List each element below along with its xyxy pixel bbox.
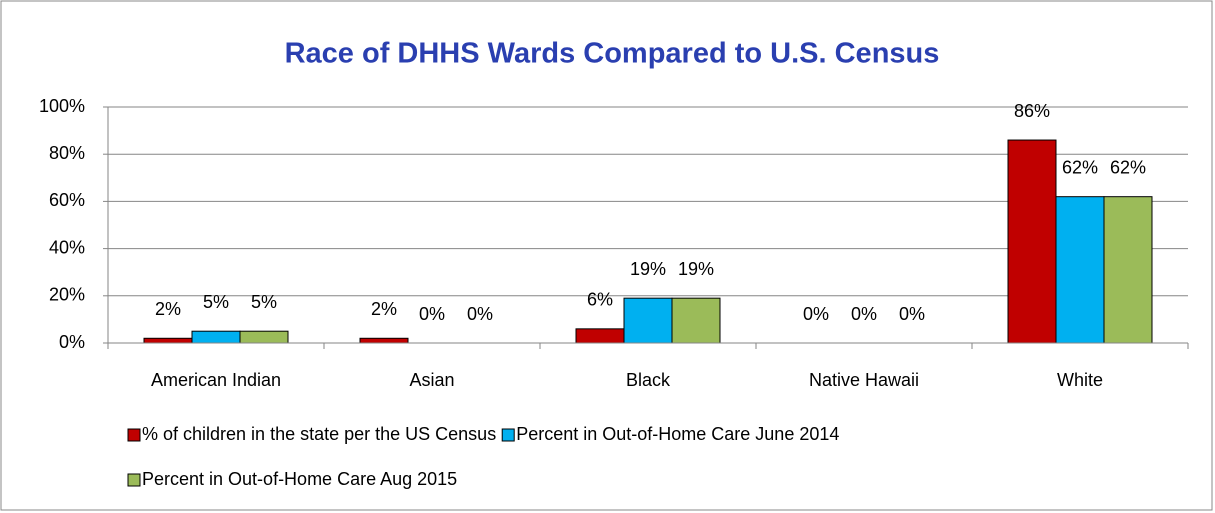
x-tick-label: Native Hawaii: [809, 370, 919, 390]
x-tick-label: Asian: [409, 370, 454, 390]
x-tick-label: American Indian: [151, 370, 281, 390]
bar: [359, 337, 409, 344]
data-label: 86%: [1014, 101, 1050, 121]
y-tick-label: 0%: [59, 332, 85, 352]
legend-swatch: [127, 428, 141, 442]
data-label: 0%: [803, 304, 829, 324]
data-label: 19%: [678, 259, 714, 279]
legend-swatch: [127, 473, 141, 487]
bar: [191, 330, 241, 344]
x-tick-label: White: [1057, 370, 1103, 390]
y-tick-label: 40%: [49, 237, 85, 257]
legend-swatch: [501, 428, 515, 442]
legend-label: Percent in Out-of-Home Care June 2014: [516, 424, 839, 444]
legend-label: Percent in Out-of-Home Care Aug 2015: [142, 469, 457, 489]
data-label: 2%: [155, 299, 181, 319]
data-label: 2%: [371, 299, 397, 319]
bar: [1055, 196, 1105, 344]
data-label: 0%: [851, 304, 877, 324]
bar: [1007, 139, 1057, 344]
data-label: 62%: [1110, 157, 1146, 177]
chart-title: Race of DHHS Wards Compared to U.S. Cens…: [285, 38, 940, 70]
data-label: 62%: [1062, 157, 1098, 177]
data-label: 0%: [467, 304, 493, 324]
data-label: 19%: [630, 259, 666, 279]
bar: [575, 328, 625, 344]
legend-label: % of children in the state per the US Ce…: [142, 424, 496, 444]
bar: [1103, 196, 1153, 344]
bar: [143, 337, 193, 344]
bar: [623, 297, 673, 344]
x-tick-label: Black: [626, 370, 671, 390]
data-label: 6%: [587, 290, 613, 310]
y-tick-label: 60%: [49, 190, 85, 210]
data-label: 5%: [251, 292, 277, 312]
y-tick-label: 80%: [49, 143, 85, 163]
y-tick-label: 20%: [49, 285, 85, 305]
y-tick-label: 100%: [39, 96, 85, 116]
data-label: 5%: [203, 292, 229, 312]
data-label: 0%: [899, 304, 925, 324]
data-label: 0%: [419, 304, 445, 324]
bar: [671, 297, 721, 344]
bar: [239, 330, 289, 344]
